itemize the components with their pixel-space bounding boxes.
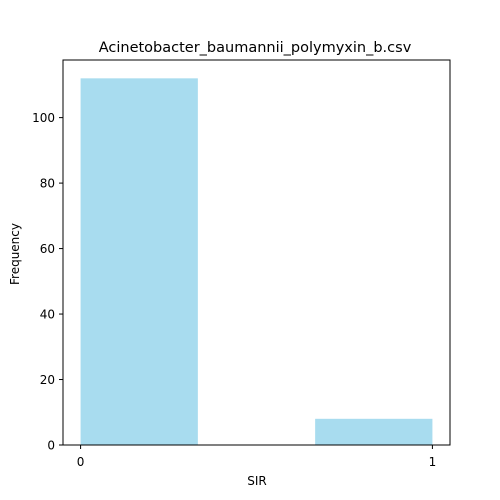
y-axis-label: Frequency — [8, 223, 22, 285]
chart-title: Acinetobacter_baumannii_polymyxin_b.csv — [99, 40, 412, 56]
y-tick-label-1: 20 — [40, 373, 55, 387]
x-tick-label-0: 0 — [77, 455, 85, 469]
y-tick-label-5: 100 — [32, 111, 55, 125]
plot-frame — [62, 59, 451, 446]
y-tick-label-4: 80 — [40, 177, 55, 191]
y-axis-ticks: 0 20 40 60 80 100 — [32, 111, 63, 453]
bars — [80, 78, 433, 445]
x-axis-label: SIR — [247, 474, 267, 488]
bar-0 — [80, 78, 198, 445]
y-tick-label-2: 40 — [40, 308, 55, 322]
y-tick-label-3: 60 — [40, 242, 55, 256]
x-tick-label-1: 1 — [429, 455, 437, 469]
y-tick-label-0: 0 — [47, 439, 55, 453]
bar-1 — [315, 418, 433, 445]
